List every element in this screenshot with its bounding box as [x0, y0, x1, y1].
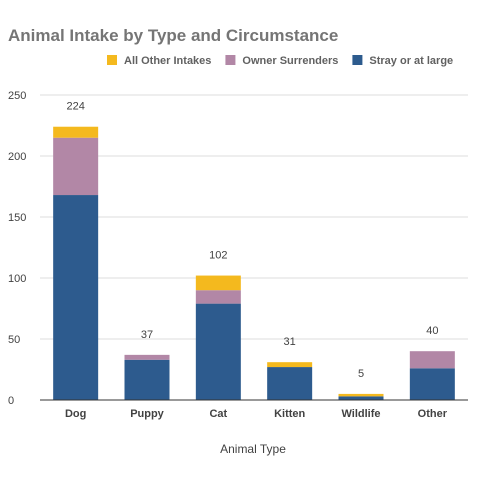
bar-cat-stray-or-at-large	[195, 303, 241, 400]
total-label-wildlife: 5	[358, 368, 364, 380]
total-labels: 224 37 102 31 5 40	[66, 101, 438, 380]
x-tick-dog: Dog	[65, 408, 86, 420]
y-tick-0: 0	[8, 395, 14, 407]
x-tick-cat: Cat	[209, 408, 227, 420]
legend-swatch-all-other-intakes	[107, 55, 117, 65]
bar-other-stray-or-at-large	[409, 368, 455, 400]
legend-label-stray-or-at-large: Stray or at large	[369, 55, 453, 67]
x-tick-kitten: Kitten	[274, 408, 305, 420]
y-tick-250: 250	[8, 90, 26, 102]
bar-kitten-stray-or-at-large	[267, 367, 313, 400]
x-axis-labels: Dog Puppy Cat Kitten Wildlife Other	[65, 408, 448, 420]
x-tick-wildlife: Wildlife	[341, 408, 380, 420]
total-label-other: 40	[426, 325, 438, 337]
y-tick-150: 150	[8, 212, 26, 224]
total-label-puppy: 37	[141, 329, 153, 341]
bar-puppy-stray-or-at-large	[124, 359, 170, 400]
bar-wildlife-stray-or-at-large	[338, 396, 384, 400]
x-tick-puppy: Puppy	[130, 408, 164, 420]
chart-title: Animal Intake by Type and Circumstance	[8, 26, 338, 45]
gridlines	[40, 94, 468, 340]
bar-dog-stray-or-at-large	[53, 195, 99, 400]
bar-dog-all-other-intakes	[53, 126, 99, 138]
bar-cat-all-other-intakes	[195, 275, 241, 291]
bar-wildlife-all-other-intakes	[338, 393, 384, 397]
x-tick-other: Other	[418, 408, 448, 420]
legend-swatch-owner-surrenders	[225, 55, 236, 65]
y-tick-50: 50	[8, 334, 20, 346]
bars	[53, 126, 455, 400]
bar-other-owner-surrenders	[409, 351, 455, 369]
legend: All Other Intakes Owner Surrenders Stray o…	[107, 55, 453, 67]
y-tick-100: 100	[8, 273, 26, 285]
legend-label-all-other-intakes: All Other Intakes	[124, 55, 211, 67]
bar-kitten-all-other-intakes	[267, 362, 313, 368]
total-label-dog: 224	[66, 101, 84, 113]
legend-swatch-stray-or-at-large	[352, 55, 363, 65]
bar-cat-owner-surrenders	[195, 290, 241, 304]
y-tick-200: 200	[8, 151, 26, 163]
bar-puppy-owner-surrenders	[124, 354, 170, 360]
y-axis-ticks: 0 50 100 150 200 250	[8, 90, 26, 407]
legend-label-owner-surrenders: Owner Surrenders	[242, 55, 338, 67]
total-label-cat: 102	[209, 250, 227, 262]
total-label-kitten: 31	[284, 336, 296, 348]
bar-dog-owner-surrenders	[53, 137, 99, 196]
x-axis-title: Animal Type	[220, 442, 286, 456]
